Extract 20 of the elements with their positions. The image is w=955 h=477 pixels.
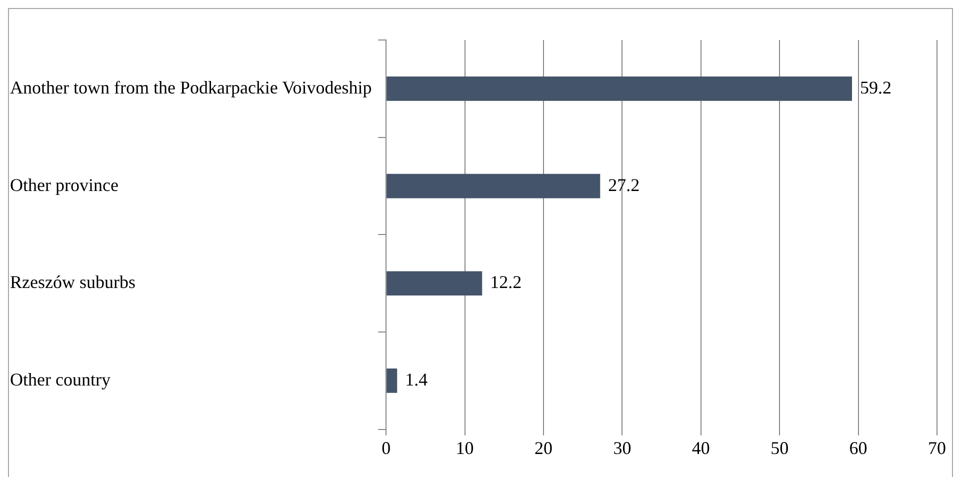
data-label: 12.2 [490, 272, 522, 292]
bar [386, 368, 398, 393]
y-tick-label: Another town from the Podkarpackie Voivodeship [10, 77, 372, 98]
y-tick-label: Other province [10, 174, 118, 195]
x-tick-label: 20 [534, 438, 552, 458]
bar [386, 271, 482, 296]
y-tick-label: Rzeszów suburbs [10, 272, 136, 292]
x-tick-label: 40 [692, 438, 710, 458]
bar [386, 174, 600, 198]
y-tick-label: Other country [10, 369, 110, 390]
data-label: 1.4 [405, 369, 428, 390]
x-tick-label: 60 [849, 438, 868, 458]
x-tick-label: 30 [613, 438, 632, 458]
x-tick-label: 10 [456, 438, 474, 458]
x-tick-label: 0 [382, 438, 391, 458]
data-label: 59.2 [860, 77, 892, 98]
data-label: 27.2 [608, 174, 640, 195]
x-tick-label: 50 [770, 438, 789, 458]
bar [386, 76, 852, 101]
x-tick-label: 70 [928, 438, 946, 458]
